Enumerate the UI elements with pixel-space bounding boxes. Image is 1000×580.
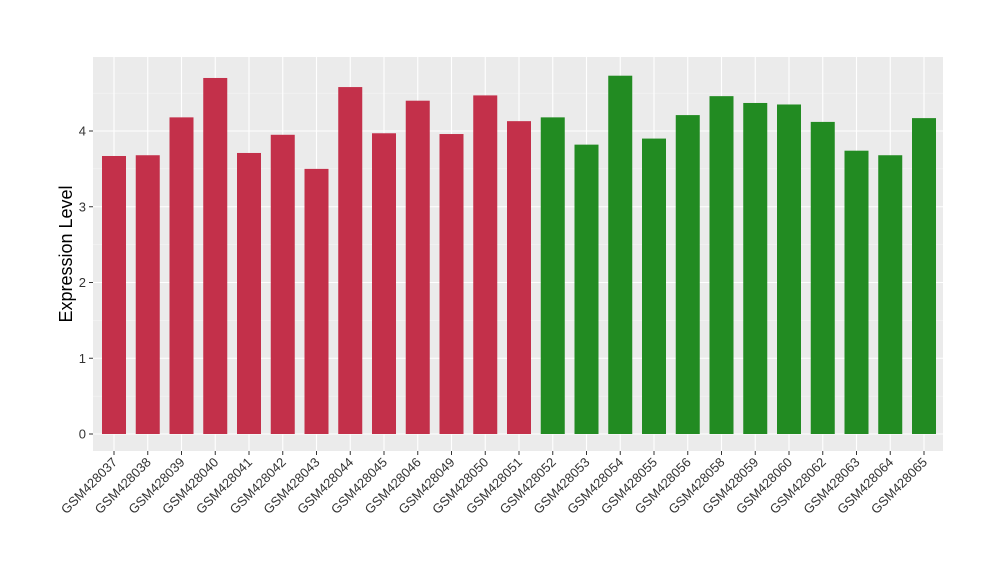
bars xyxy=(102,75,936,435)
bar-GSM428039 xyxy=(169,117,194,435)
bar-GSM428050 xyxy=(473,95,498,435)
bar-GSM428062 xyxy=(810,121,835,434)
bar-GSM428053 xyxy=(574,144,599,434)
bar-GSM428044 xyxy=(338,87,363,434)
y-tick-label: 4 xyxy=(79,124,86,139)
bar-GSM428040 xyxy=(203,77,228,434)
bar-GSM428038 xyxy=(135,155,160,435)
bar-GSM428058 xyxy=(709,96,734,434)
bar-GSM428049 xyxy=(439,134,464,434)
y-tick-label: 0 xyxy=(79,427,86,442)
y-tick-label: 1 xyxy=(79,351,86,366)
bar-GSM428065 xyxy=(912,118,936,434)
bar-GSM428037 xyxy=(102,155,126,434)
bar-GSM428041 xyxy=(237,152,261,434)
bar-GSM428051 xyxy=(507,121,531,434)
y-tick-label: 3 xyxy=(79,199,86,214)
bar-GSM428045 xyxy=(372,133,396,434)
bar-GSM428055 xyxy=(642,138,666,434)
y-tick-label: 2 xyxy=(79,275,86,290)
x-axis-ticks: GSM428037GSM428038GSM428039GSM428040GSM4… xyxy=(58,451,930,517)
bar-GSM428063 xyxy=(844,150,869,434)
bar-GSM428056 xyxy=(675,115,700,434)
bar-GSM428054 xyxy=(608,75,633,434)
bar-GSM428046 xyxy=(405,100,430,434)
bar-GSM428060 xyxy=(777,104,801,435)
y-axis-ticks: 0 1 2 3 4 xyxy=(79,124,93,442)
bar-GSM428043 xyxy=(304,168,329,434)
bar-GSM428059 xyxy=(743,102,768,434)
y-axis-title: Expression Level xyxy=(56,185,76,322)
bar-GSM428052 xyxy=(540,117,565,435)
bar-GSM428064 xyxy=(878,155,903,435)
bar-GSM428042 xyxy=(270,134,295,434)
